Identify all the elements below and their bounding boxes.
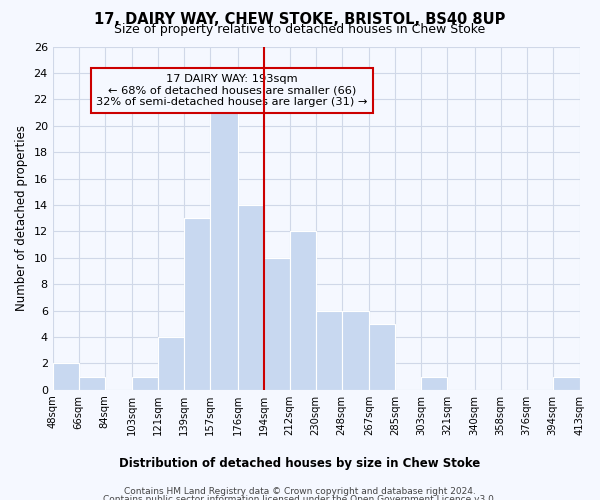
Text: Size of property relative to detached houses in Chew Stoke: Size of property relative to detached ho…	[115, 22, 485, 36]
Text: 17, DAIRY WAY, CHEW STOKE, BRISTOL, BS40 8UP: 17, DAIRY WAY, CHEW STOKE, BRISTOL, BS40…	[94, 12, 506, 28]
Bar	[132, 376, 158, 390]
Bar	[184, 218, 210, 390]
Bar	[79, 376, 104, 390]
Bar	[553, 376, 580, 390]
Bar	[53, 364, 79, 390]
Bar	[369, 324, 395, 390]
Y-axis label: Number of detached properties: Number of detached properties	[15, 125, 28, 311]
Bar	[290, 232, 316, 390]
Bar	[263, 258, 290, 390]
Bar	[421, 376, 447, 390]
Text: Contains public sector information licensed under the Open Government Licence v3: Contains public sector information licen…	[103, 495, 497, 500]
Bar	[158, 337, 184, 390]
Bar	[238, 205, 263, 390]
Text: 17 DAIRY WAY: 193sqm
← 68% of detached houses are smaller (66)
32% of semi-detac: 17 DAIRY WAY: 193sqm ← 68% of detached h…	[96, 74, 368, 107]
Bar	[210, 100, 238, 390]
Bar	[316, 310, 341, 390]
Text: Contains HM Land Registry data © Crown copyright and database right 2024.: Contains HM Land Registry data © Crown c…	[124, 488, 476, 496]
Text: Distribution of detached houses by size in Chew Stoke: Distribution of detached houses by size …	[119, 458, 481, 470]
Bar	[341, 310, 369, 390]
